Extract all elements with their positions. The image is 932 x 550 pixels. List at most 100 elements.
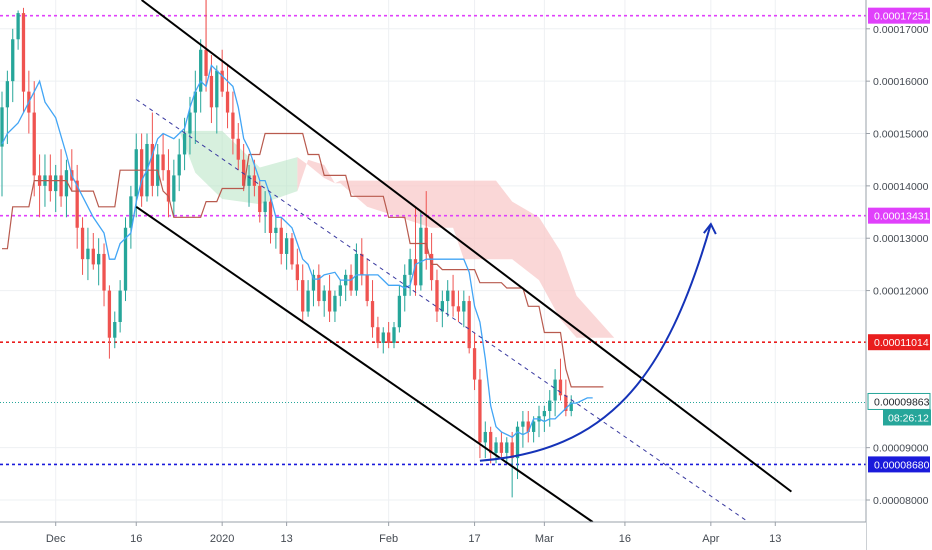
countdown-label: 08:26:12 bbox=[888, 412, 929, 424]
candle-down bbox=[258, 185, 262, 213]
candle-up bbox=[397, 295, 402, 328]
candle-down bbox=[558, 379, 563, 396]
candle-up bbox=[521, 421, 525, 427]
candle-up bbox=[569, 402, 573, 412]
candle-down bbox=[301, 280, 305, 312]
countdown-tag bbox=[883, 409, 931, 426]
candle-up bbox=[172, 175, 176, 202]
time-tick-label: 16 bbox=[130, 533, 142, 545]
forecast-arrow-curve bbox=[479, 223, 712, 462]
candle-up bbox=[274, 227, 278, 233]
price-tick-label: 0.00014000 bbox=[873, 181, 929, 193]
candle-up bbox=[462, 301, 466, 312]
price-tick-label: 0.00009000 bbox=[873, 443, 929, 455]
time-tick-label: Dec bbox=[46, 533, 66, 545]
candle-down bbox=[48, 175, 52, 192]
candles bbox=[0, 0, 573, 498]
price-tick-label: 0.00008000 bbox=[873, 495, 929, 507]
channel-lower-line bbox=[135, 205, 594, 523]
candle-up bbox=[113, 321, 117, 338]
candle-down bbox=[236, 138, 240, 160]
candle-up bbox=[118, 290, 122, 322]
candle-up bbox=[86, 248, 90, 260]
candle-down bbox=[59, 175, 63, 197]
candle-up bbox=[134, 149, 138, 197]
candle-down bbox=[139, 149, 144, 197]
candle-down bbox=[365, 274, 369, 302]
candle-down bbox=[80, 227, 85, 260]
candle-down bbox=[376, 327, 380, 343]
candle-up bbox=[338, 285, 342, 296]
last-price-label: 0.00009863 bbox=[874, 396, 930, 408]
time-tick-label: Feb bbox=[379, 533, 398, 545]
time-tick-label: 16 bbox=[619, 533, 631, 545]
time-tick-label: 2020 bbox=[210, 533, 234, 545]
candle-up bbox=[505, 442, 509, 453]
candle-down bbox=[478, 379, 482, 443]
candle-down bbox=[424, 227, 428, 254]
candle-down bbox=[279, 227, 283, 254]
candle-up bbox=[247, 175, 251, 186]
candle-down bbox=[102, 253, 106, 291]
candle-down bbox=[413, 259, 418, 286]
level-price-tag bbox=[868, 207, 930, 224]
candle-down bbox=[526, 421, 530, 432]
candle-up bbox=[392, 327, 396, 343]
tenkan-line bbox=[1, 64, 593, 438]
forecast-arrow-head bbox=[703, 222, 717, 235]
candle-up bbox=[193, 91, 197, 113]
cloud-bearish-area bbox=[297, 157, 615, 338]
candle-up bbox=[531, 421, 536, 432]
channel-upper-line bbox=[141, 0, 792, 493]
candle-up bbox=[0, 107, 4, 147]
candle-down bbox=[21, 13, 26, 92]
candle-up bbox=[354, 253, 359, 291]
candle-up bbox=[5, 81, 10, 108]
time-tick-label: 13 bbox=[769, 533, 781, 545]
level-price-tag bbox=[868, 456, 930, 473]
candle-down bbox=[467, 301, 471, 349]
price-tick-label: 0.00012000 bbox=[873, 286, 929, 298]
candle-up bbox=[129, 196, 133, 228]
candle-up bbox=[553, 379, 557, 401]
candle-down bbox=[456, 306, 461, 312]
candle-up bbox=[215, 70, 219, 108]
kijun-line bbox=[2, 132, 604, 388]
candle-up bbox=[199, 49, 203, 92]
candle-down bbox=[290, 238, 294, 265]
candle-down bbox=[327, 290, 332, 312]
candle-down bbox=[472, 348, 477, 380]
candle-up bbox=[403, 274, 407, 296]
candle-up bbox=[182, 133, 187, 155]
level-price-label: 0.00017251 bbox=[874, 11, 930, 23]
candle-down bbox=[510, 442, 514, 459]
candle-down bbox=[225, 91, 230, 113]
candle-up bbox=[322, 290, 326, 302]
candle-down bbox=[499, 442, 504, 453]
candle-down bbox=[150, 143, 155, 186]
candle-down bbox=[204, 49, 208, 76]
candle-down bbox=[166, 170, 171, 202]
candle-down bbox=[295, 264, 299, 281]
candle-up bbox=[123, 227, 128, 291]
candle-up bbox=[311, 274, 316, 291]
candle-down bbox=[220, 70, 224, 92]
candle-up bbox=[446, 290, 450, 302]
time-axis-background bbox=[0, 522, 866, 550]
candle-up bbox=[54, 175, 58, 192]
time-tick-label: 17 bbox=[468, 533, 480, 545]
candle-down bbox=[317, 274, 321, 302]
candle-down bbox=[451, 290, 455, 307]
candle-down bbox=[209, 75, 214, 108]
candle-down bbox=[564, 395, 568, 412]
candle-down bbox=[32, 112, 36, 176]
candle-down bbox=[435, 280, 439, 312]
candle-down bbox=[161, 154, 165, 171]
price-tick-label: 0.00017000 bbox=[873, 24, 929, 36]
candle-down bbox=[231, 112, 235, 139]
candle-up bbox=[97, 253, 101, 265]
candle-down bbox=[489, 431, 493, 453]
candle-up bbox=[408, 259, 412, 275]
